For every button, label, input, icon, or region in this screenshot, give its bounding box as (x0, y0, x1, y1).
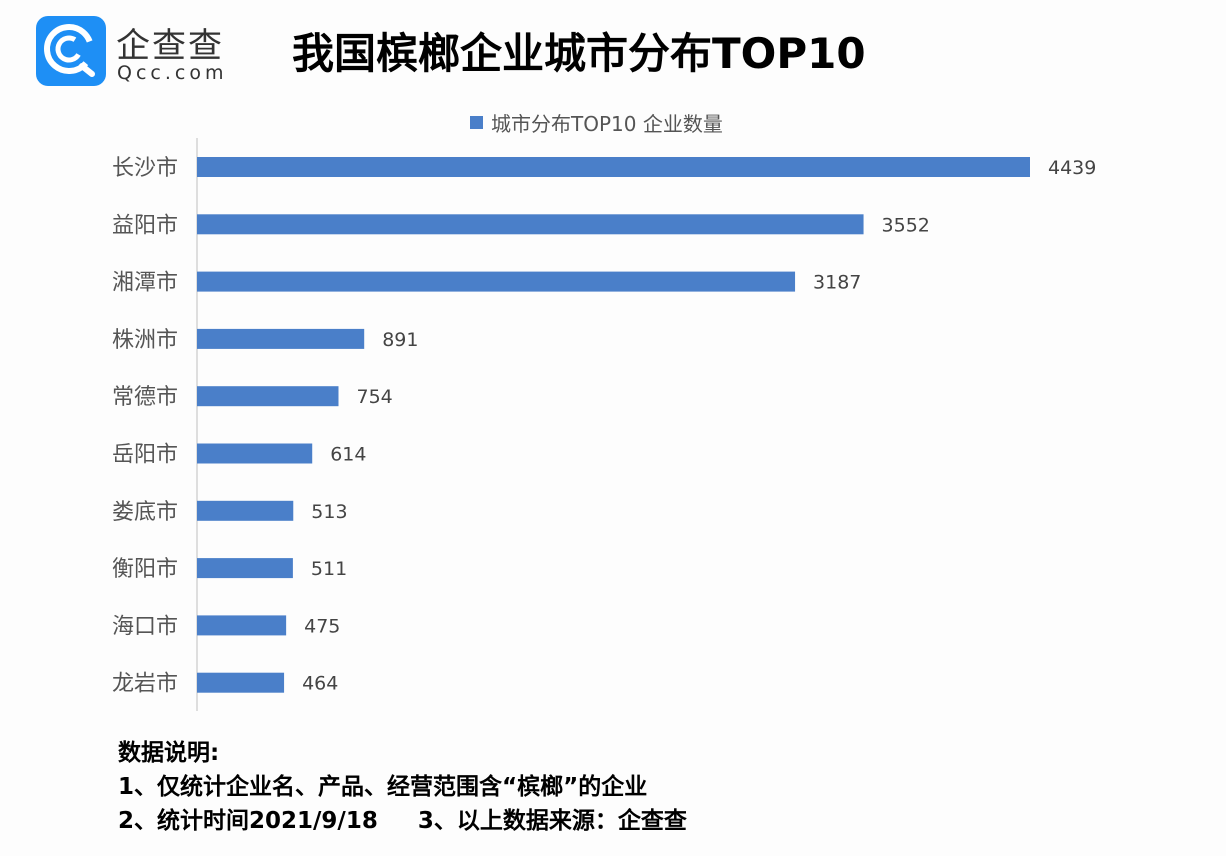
category-label: 岳阳市 (112, 443, 178, 468)
data-label: 464 (302, 673, 338, 695)
data-label: 614 (330, 444, 366, 466)
category-label: 龙岩市 (112, 672, 178, 697)
legend: 城市分布TOP10 企业数量 (470, 108, 723, 137)
category-label: 娄底市 (112, 500, 178, 525)
chart-title: 我国槟榔企业城市分布TOP10 (292, 29, 866, 78)
bar (197, 271, 796, 292)
bar (197, 500, 294, 521)
bar (197, 443, 313, 464)
logo-text-cn: 企查查 (116, 26, 224, 66)
category-label: 海口市 (112, 614, 178, 639)
category-label: 长沙市 (112, 156, 178, 181)
data-label: 3552 (882, 214, 930, 236)
qcc-logo-icon (36, 16, 106, 86)
bar (197, 386, 339, 407)
data-label: 3187 (813, 272, 861, 294)
notes-line-2: 2、统计时间2021/9/18 3、以上数据来源：企查查 (118, 808, 687, 834)
bar (197, 558, 293, 579)
bar (197, 157, 1030, 177)
bar (197, 672, 285, 693)
notes-heading: 数据说明: (118, 740, 220, 766)
bar (197, 615, 287, 636)
bar (197, 328, 365, 349)
category-label: 益阳市 (112, 213, 178, 238)
notes-line-1: 1、仅统计企业名、产品、经营范围含“槟榔”的企业 (118, 774, 648, 800)
data-label: 4439 (1048, 157, 1096, 179)
data-label: 891 (382, 329, 418, 351)
category-label: 湘潭市 (112, 271, 178, 296)
data-label: 513 (311, 501, 347, 523)
category-label: 常德市 (112, 385, 178, 410)
logo-text-en: Qcc.com (117, 62, 228, 84)
data-label: 511 (311, 558, 347, 580)
legend-swatch (470, 116, 483, 129)
category-label: 株洲市 (112, 328, 178, 353)
bar (197, 214, 864, 235)
legend-label: 城市分布TOP10 企业数量 (491, 112, 723, 136)
data-label: 475 (304, 615, 340, 637)
notes: 数据说明: 1、仅统计企业名、产品、经营范围含“槟榔”的企业 2、统计时间2021/… (118, 736, 687, 838)
category-label: 衡阳市 (112, 557, 178, 582)
data-label: 754 (356, 386, 392, 408)
